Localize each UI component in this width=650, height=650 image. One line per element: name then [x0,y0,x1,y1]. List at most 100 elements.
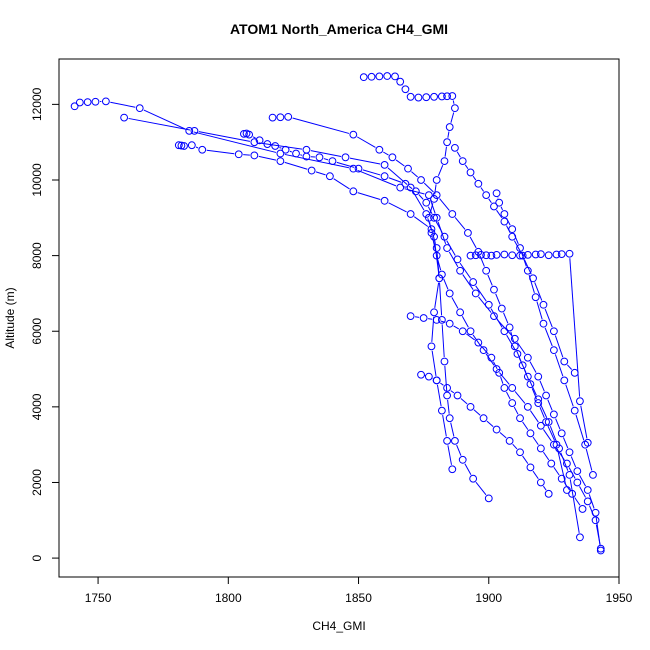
y-tick-label: 2000 [30,469,44,496]
data-point [458,157,467,165]
profile-segment [512,443,518,450]
data-point [430,213,438,222]
profile-9 [417,370,553,498]
data-point [120,113,129,122]
data-point [101,97,110,106]
profile-segment [362,169,381,176]
data-point [255,136,264,145]
data-point [469,278,478,286]
data-point [417,176,425,184]
data-point [448,210,457,218]
data-point [508,399,517,407]
data-point [180,142,188,150]
data-point [388,153,397,162]
data-point [404,164,412,173]
data-point [536,250,545,259]
profile-segment [543,485,547,491]
data-point [505,323,514,332]
profile-segment [522,421,529,430]
profile-segment [446,240,456,256]
profile-segment [333,178,350,190]
profile-segment [439,282,443,316]
profile-segment [523,369,530,381]
data-point [487,353,496,362]
profile-segment [589,505,595,517]
profile-segment [492,361,498,370]
data-point [271,142,280,150]
data-point [484,494,493,503]
data-point [406,312,415,321]
profile-segment [529,361,537,373]
data-point [500,250,509,259]
data-point [568,489,577,498]
profile-segment [580,405,588,439]
data-point [536,421,545,430]
data-point [466,327,475,336]
data-point [292,149,300,158]
x-tick-label: 1900 [475,591,502,605]
profile-segment [536,301,543,320]
profile-2 [70,97,605,555]
profile-segment [459,262,471,279]
data-point [560,357,569,366]
data-point [479,346,488,355]
profile-segment [429,199,436,214]
data-point [427,342,436,351]
data-point [456,308,465,317]
data-point [523,266,532,275]
y-tick-label: 12000 [30,87,44,121]
data-point [276,149,285,158]
data-point [307,166,316,175]
data-point [325,172,334,181]
data-point [430,92,438,101]
data-point [570,368,579,377]
data-point [443,436,451,445]
data-point [440,357,449,366]
data-point [276,157,285,165]
profile-6 [268,112,571,494]
profile-segment [454,217,466,230]
profile-segment [418,194,424,200]
data-point [534,399,543,407]
data-point [534,395,543,404]
profile-segment [486,420,494,427]
data-point [435,274,444,283]
profile-segment [480,345,489,355]
profile-segment [462,274,474,291]
profile-1 [359,72,605,553]
data-point [573,478,582,487]
data-point [443,92,451,101]
profile-segment [434,184,437,195]
data-point [70,102,79,111]
profile-segment [436,252,440,274]
data-point [375,72,384,81]
data-point [445,123,454,131]
profile-segment [574,497,581,506]
profile-segment [323,158,329,161]
profile-segment [464,463,472,475]
profile-segment [487,274,493,286]
x-tick-label: 1850 [345,591,372,605]
profile-segment [579,474,587,487]
profile-segment [472,175,477,181]
profile-segment [357,169,397,187]
data-point [490,202,498,211]
data-point [531,250,540,259]
profile-segment [315,171,326,176]
profile-segment [447,399,450,414]
data-point [508,225,517,234]
profile-segment [395,159,405,167]
profile-segment [195,146,199,149]
series-layer [70,72,605,555]
data-point [482,251,491,260]
data-point [479,414,488,423]
data-point [430,308,438,317]
profile-segment [503,312,509,324]
profile-segment [461,316,469,328]
data-point [432,376,441,385]
profile-5 [240,129,584,542]
data-point [526,463,535,472]
data-point [583,438,592,447]
profile-segment [510,331,515,343]
